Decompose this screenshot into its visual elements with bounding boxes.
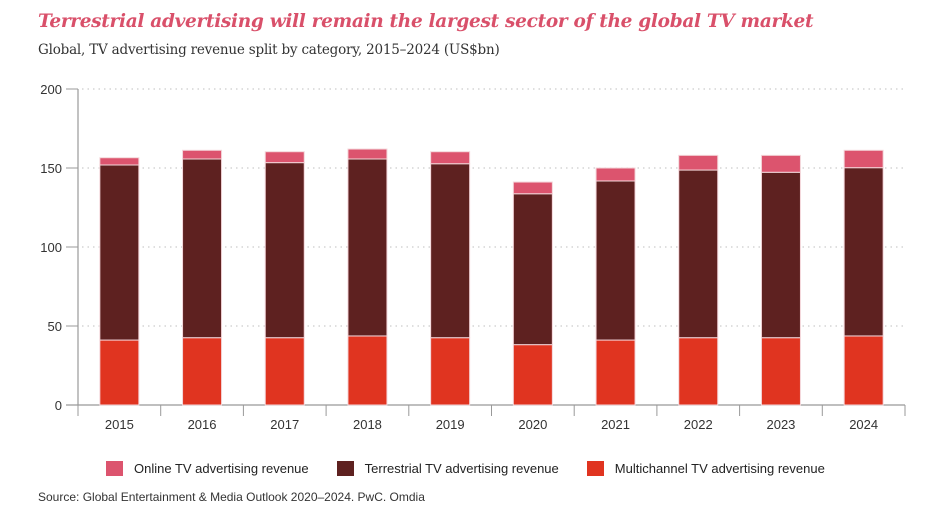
legend-swatch-online	[106, 461, 123, 476]
bar-online-2023	[760, 154, 801, 173]
x-tick-label: 2022	[684, 417, 713, 432]
x-tick-label: 2020	[518, 417, 547, 432]
x-tick-label: 2016	[188, 417, 217, 432]
bar-multichannel-2024	[843, 335, 884, 406]
bar-terrestrial-2023	[760, 171, 801, 339]
bar-online-2018	[347, 148, 388, 160]
x-tick-label: 2015	[105, 417, 134, 432]
bar-multichannel-2023	[760, 337, 801, 406]
legend-swatch-terrestrial	[336, 461, 354, 476]
bar-online-2017	[264, 151, 305, 164]
bar-terrestrial-2018	[347, 158, 388, 337]
legend-swatch-multichannel	[586, 461, 604, 476]
legend-label-online: Online TV advertising revenue	[134, 461, 309, 476]
bar-online-2015	[99, 157, 140, 166]
legend-label-terrestrial: Terrestrial TV advertising revenue	[364, 461, 559, 476]
legend: Online TV advertising revenue Terrestria…	[106, 461, 853, 476]
bar-multichannel-2017	[264, 337, 305, 406]
legend-item-terrestrial: Terrestrial TV advertising revenue	[336, 461, 559, 476]
legend-item-multichannel: Multichannel TV advertising revenue	[586, 461, 825, 476]
bar-online-2020	[512, 181, 553, 195]
bar-online-2024	[843, 149, 884, 169]
bar-terrestrial-2022	[678, 169, 719, 339]
bar-multichannel-2016	[182, 337, 223, 406]
legend-item-online: Online TV advertising revenue	[106, 461, 309, 476]
bar-terrestrial-2015	[99, 164, 140, 341]
bar-multichannel-2021	[595, 339, 636, 406]
bar-terrestrial-2021	[595, 180, 636, 341]
chart-title: Terrestrial advertising will remain the …	[38, 11, 814, 32]
x-tick-label: 2024	[849, 417, 878, 432]
bar-multichannel-2015	[99, 339, 140, 406]
bar-online-2019	[430, 151, 471, 165]
x-tick-label: 2019	[436, 417, 465, 432]
chart-subtitle: Global, TV advertising revenue split by …	[38, 42, 500, 58]
bar-terrestrial-2020	[512, 193, 553, 346]
legend-label-multichannel: Multichannel TV advertising revenue	[614, 461, 825, 476]
bar-multichannel-2022	[678, 337, 719, 406]
bar-online-2022	[678, 154, 719, 171]
x-tick-label: 2021	[601, 417, 630, 432]
source-note: Source: Global Entertainment & Media Out…	[38, 490, 425, 504]
y-tick-label: 0	[55, 398, 62, 413]
bar-terrestrial-2016	[182, 158, 223, 339]
bar-terrestrial-2024	[843, 167, 884, 337]
x-tick-label: 2023	[766, 417, 795, 432]
x-tick-label: 2018	[353, 417, 382, 432]
bar-terrestrial-2019	[430, 163, 471, 339]
bar-online-2021	[595, 167, 636, 182]
y-tick-label: 200	[40, 82, 62, 97]
y-tick-label: 150	[40, 161, 62, 176]
y-tick-label: 50	[48, 319, 62, 334]
bar-multichannel-2020	[512, 344, 553, 406]
bar-multichannel-2018	[347, 335, 388, 406]
x-tick-label: 2017	[270, 417, 299, 432]
bar-multichannel-2019	[430, 337, 471, 406]
bar-online-2016	[182, 149, 223, 160]
bar-terrestrial-2017	[264, 162, 305, 339]
y-tick-label: 100	[40, 240, 62, 255]
